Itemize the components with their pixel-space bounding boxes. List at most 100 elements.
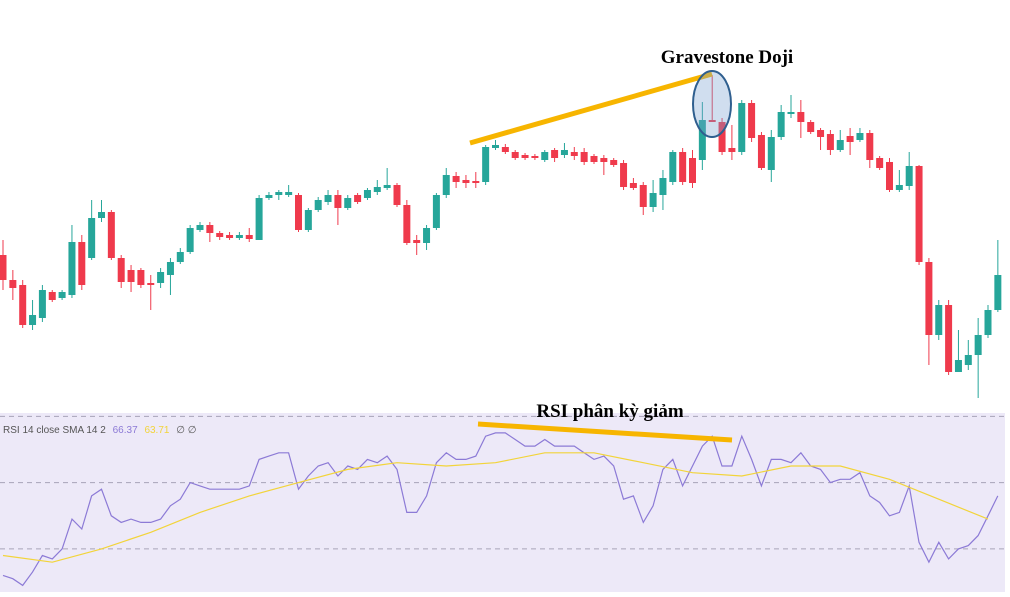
trend-line [469, 71, 713, 146]
candle-body [984, 310, 992, 335]
candle-body [137, 270, 145, 285]
candle-body [925, 262, 933, 335]
annotation: RSI phân kỳ giảm [536, 401, 683, 422]
candle-body [551, 150, 559, 158]
candle-body [206, 225, 214, 233]
candle-body [29, 315, 37, 325]
candle-body [196, 225, 204, 230]
candle-body [669, 152, 677, 182]
candle-body [807, 122, 815, 132]
candle-body [895, 185, 903, 190]
candle-body [757, 135, 765, 168]
candle-body [245, 235, 253, 239]
candle-body [560, 150, 568, 155]
candle-body [383, 185, 391, 188]
candle-body [432, 195, 440, 228]
candle-body [78, 242, 86, 285]
candle-body [580, 152, 588, 162]
candle-body [935, 305, 943, 335]
sma-line [2, 452, 989, 563]
candle-body [767, 137, 775, 170]
doji-highlight [692, 70, 732, 138]
candle-body [817, 130, 825, 137]
candle-body [689, 158, 696, 183]
candle-body [9, 280, 17, 288]
candle-body [373, 187, 381, 192]
rsi-pane [0, 413, 1005, 592]
candle-body [905, 166, 913, 186]
candle-body [521, 155, 529, 158]
candle-body [945, 305, 953, 372]
candle-body [698, 120, 706, 160]
candle-body [886, 162, 893, 190]
candle-body [718, 122, 726, 152]
candle-body [324, 195, 332, 202]
legend-value: 66.37 [113, 425, 138, 436]
candle-body [511, 152, 519, 158]
candle-body [452, 176, 460, 182]
candle-body [826, 134, 834, 150]
candle-body [570, 152, 578, 156]
candle-body [48, 292, 56, 300]
candle-body [639, 185, 647, 207]
candle-body [728, 148, 736, 152]
candle-body [354, 195, 362, 202]
candle-body [738, 103, 746, 152]
candle-body [442, 175, 450, 195]
candle-body [679, 152, 687, 182]
candle-body [98, 212, 105, 218]
candle-body [836, 140, 844, 150]
rsi-trend-line [477, 421, 733, 443]
candle-body [876, 158, 884, 168]
candle-body [393, 185, 401, 205]
candle-body [19, 285, 27, 325]
candle-body [846, 136, 854, 142]
candle-body [541, 152, 549, 160]
candle-body [954, 360, 962, 372]
candle-body [472, 181, 480, 183]
candle-body [629, 183, 637, 188]
candle-body [787, 112, 795, 114]
legend-suffix: ∅ ∅ [176, 425, 196, 436]
candle-body [531, 156, 539, 158]
candle-body [501, 147, 509, 152]
candle-body [915, 166, 923, 262]
legend: RSI 14 close SMA 14 2 66.37 63.71 ∅ ∅ [3, 425, 196, 436]
candle-body [176, 252, 184, 262]
candle-body [462, 180, 470, 183]
candle-body [492, 145, 499, 148]
candle-body [974, 335, 982, 355]
candle-body [147, 283, 155, 285]
candle-body [856, 133, 864, 140]
candle-body [344, 198, 352, 208]
candle-body [38, 290, 46, 318]
candle-body [107, 212, 115, 258]
candle-body [88, 218, 96, 258]
candle-body [600, 158, 608, 162]
candle-body [255, 198, 263, 240]
candle-body [748, 103, 756, 138]
candle-body [216, 233, 224, 237]
candle-body [482, 147, 490, 182]
candle-body [304, 210, 312, 230]
candle-body [649, 193, 657, 207]
candle-body [610, 160, 618, 165]
candle-body [334, 195, 342, 208]
candle-body [708, 120, 716, 122]
candle-body [314, 200, 322, 210]
marks [0, 75, 1005, 587]
rsi-line [2, 432, 999, 587]
annotation: Gravestone Doji [661, 47, 793, 68]
candle-body [157, 272, 165, 283]
candle-body [423, 228, 431, 243]
candle-body [777, 112, 785, 137]
candle-body [590, 156, 598, 162]
candle-body [659, 178, 667, 195]
candle-body [58, 292, 66, 298]
candle-body [797, 112, 805, 122]
candle-body [127, 270, 135, 282]
candle-body [68, 242, 76, 295]
legend-value: 63.71 [144, 425, 169, 436]
candle-body [265, 195, 273, 198]
